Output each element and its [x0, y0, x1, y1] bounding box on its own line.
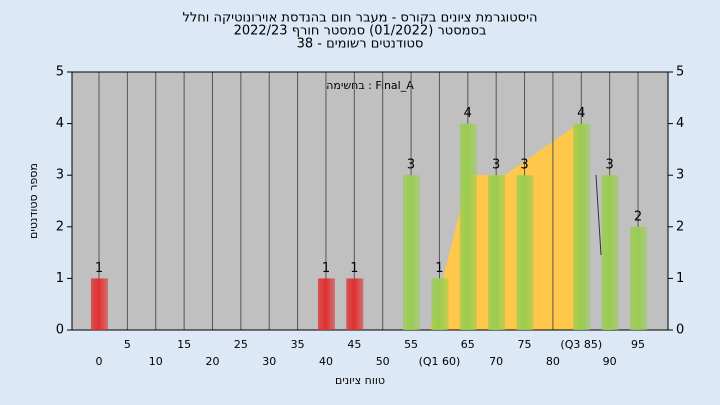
- bar: [346, 278, 364, 330]
- y-tick-label: 5: [676, 65, 684, 80]
- x-tick-label: 55: [404, 338, 418, 351]
- bar: [317, 278, 335, 330]
- x-tick-label: 15: [177, 338, 191, 351]
- annotation: Final_A : בחשימה: [326, 79, 414, 92]
- chart-subtitle: סטודנטים רשומים - 38: [297, 37, 424, 52]
- x-tick-label: 65: [461, 338, 475, 351]
- data-label: 3: [520, 158, 528, 173]
- x-tick-label: 70: [489, 355, 503, 368]
- chart-subtitle: בסמסטר (01/2022) סמסטר חורף 2022/23: [234, 24, 487, 39]
- data-label: 1: [95, 261, 103, 276]
- x-tick-label: 40: [319, 355, 333, 368]
- y-tick-label: 5: [56, 65, 64, 80]
- bar: [516, 175, 534, 330]
- y-tick-label: 1: [676, 271, 684, 286]
- y-tick-label: 4: [676, 116, 684, 131]
- x-tick-label: 80: [546, 355, 560, 368]
- x-tick-label: 90: [603, 355, 617, 368]
- data-label: 4: [464, 106, 472, 121]
- bar: [459, 123, 477, 330]
- y-tick-label: 2: [56, 219, 64, 234]
- x-tick-label: 35: [291, 338, 305, 351]
- x-tick-label: 45: [347, 338, 361, 351]
- plot-border: [71, 71, 669, 331]
- data-label: 2: [634, 209, 642, 224]
- x-tick-label: 0: [96, 355, 103, 368]
- quartile-line: [595, 174, 602, 256]
- x-tick-label: 20: [205, 355, 219, 368]
- x-tick-label: (Q1 60): [419, 355, 461, 368]
- data-label: 1: [322, 261, 330, 276]
- x-tick-label: 30: [262, 355, 276, 368]
- y-tick-label: 0: [56, 323, 64, 338]
- x-tick-label: 25: [234, 338, 248, 351]
- x-tick-label: 95: [631, 338, 645, 351]
- bar: [431, 278, 449, 330]
- x-tick-label: 5: [124, 338, 131, 351]
- y-tick-label: 1: [56, 271, 64, 286]
- y-tick-label: 3: [56, 168, 64, 183]
- y-axis-label: מספר סטודנטים: [27, 163, 40, 239]
- bar: [488, 175, 506, 330]
- x-tick-label: 10: [149, 355, 163, 368]
- y-tick-label: 3: [676, 168, 684, 183]
- data-label: 3: [606, 158, 614, 173]
- x-axis-label: טווח ציונים: [335, 374, 385, 387]
- chart-title: היסטוגרמת ציונים בקורס - מעבר חום בהנדסת…: [183, 11, 538, 26]
- x-tick-label: 75: [518, 338, 532, 351]
- y-tick-label: 2: [676, 219, 684, 234]
- data-label: 4: [577, 106, 585, 121]
- data-label: 1: [435, 261, 443, 276]
- y-tick-label: 4: [56, 116, 64, 131]
- bar: [630, 226, 648, 330]
- x-tick-label: 50: [376, 355, 390, 368]
- bar: [91, 278, 108, 330]
- data-label: 3: [407, 158, 415, 173]
- data-label: 1: [350, 261, 358, 276]
- data-label: 3: [492, 158, 500, 173]
- y-tick-label: 0: [676, 323, 684, 338]
- bar: [403, 175, 421, 330]
- x-tick-label: (Q3 85): [560, 338, 602, 351]
- bar: [573, 123, 591, 330]
- bar: [601, 175, 619, 330]
